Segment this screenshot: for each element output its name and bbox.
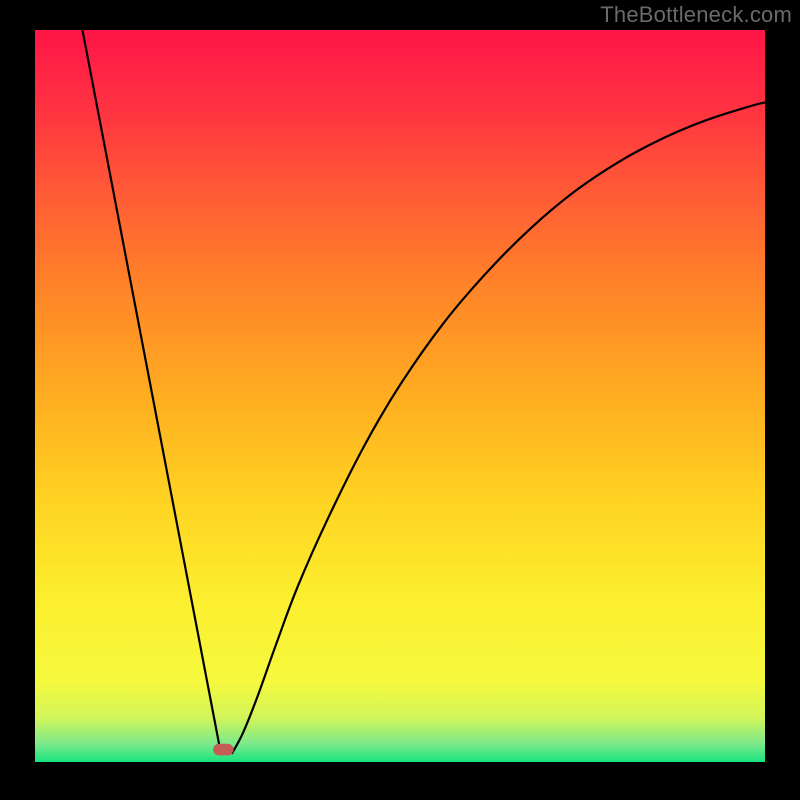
chart-container: TheBottleneck.com: [0, 0, 800, 800]
watermark-label: TheBottleneck.com: [600, 2, 792, 28]
bottleneck-chart: [0, 0, 800, 800]
bottleneck-marker: [213, 744, 233, 756]
plot-background: [35, 30, 765, 762]
